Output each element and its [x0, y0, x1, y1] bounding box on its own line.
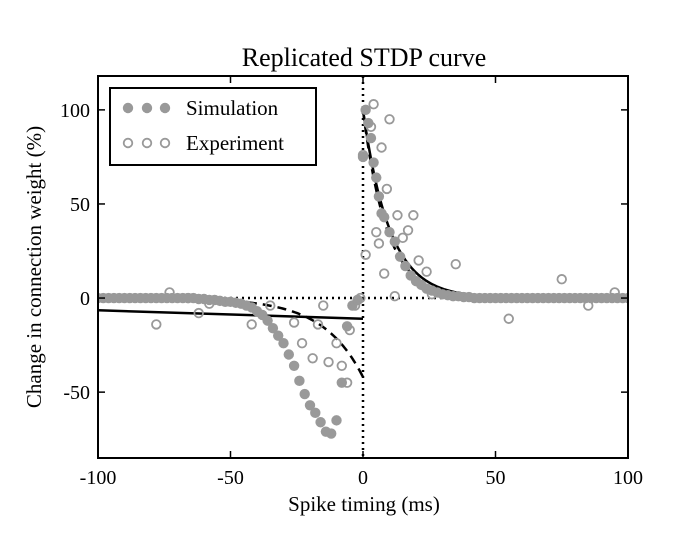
- simulation-point: [379, 211, 390, 223]
- simulation-point: [304, 400, 316, 411]
- x-axis-ticks: -100 -50 0 50 100: [80, 76, 643, 489]
- experiment-point: [265, 300, 276, 311]
- legend-experiment-dot: [159, 137, 171, 149]
- simulation-point: [360, 104, 371, 116]
- legend-marker-experiment: [122, 137, 171, 149]
- y-tick-label: -50: [63, 382, 90, 404]
- y-tick-label: 0: [80, 288, 90, 310]
- experiment-point: [193, 307, 204, 319]
- simulation-point: [273, 330, 284, 341]
- experiment-point: [312, 319, 324, 330]
- x-tick-label: 50: [486, 467, 506, 489]
- experiment-point: [318, 300, 329, 311]
- experiment-point: [402, 225, 414, 236]
- experiment-point: [365, 121, 377, 133]
- experiment-point: [182, 292, 194, 304]
- simulation-point: [400, 260, 411, 272]
- simulation-point: [368, 157, 379, 168]
- simulation-point: [310, 407, 321, 419]
- experiment-point: [307, 353, 318, 364]
- experiment-point: [323, 356, 334, 368]
- legend-simulation-dot: [159, 102, 171, 114]
- x-tick-label: 100: [613, 467, 643, 489]
- experiment-point: [344, 324, 355, 336]
- experiment-point: [389, 290, 401, 302]
- experiment-point: [413, 255, 424, 266]
- legend-marker-simulation: [122, 102, 171, 114]
- simulation-point: [262, 315, 273, 326]
- experiment-point: [296, 338, 308, 349]
- legend-experiment-dot: [141, 137, 153, 149]
- legend-simulation-dot: [122, 102, 134, 114]
- experiment-point: [368, 99, 379, 110]
- experiment-point: [379, 268, 390, 279]
- x-axis-label: Spike timing (ms): [288, 492, 440, 516]
- simulation-point: [331, 415, 342, 426]
- experiment-point: [360, 249, 371, 260]
- experiment-point: [408, 210, 419, 221]
- series-experiment: [151, 99, 620, 388]
- fit-line-solid-negative: [98, 309, 364, 320]
- simulation-point: [315, 417, 326, 428]
- simulation-point: [299, 388, 310, 400]
- y-tick-label: 50: [70, 194, 90, 216]
- y-tick-label: 100: [60, 100, 90, 122]
- experiment-point: [246, 319, 257, 330]
- x-tick-label: 0: [358, 467, 368, 489]
- simulation-point: [389, 236, 400, 247]
- experiment-point: [164, 287, 175, 298]
- reference-lines: [98, 76, 628, 458]
- experiment-point: [392, 210, 403, 221]
- legend-label-experiment: Experiment: [186, 131, 284, 155]
- legend-simulation-dot: [141, 102, 153, 114]
- experiment-point: [381, 183, 393, 195]
- legend-experiment-dot: [122, 137, 134, 149]
- simulation-point: [326, 428, 337, 439]
- experiment-point: [204, 298, 215, 309]
- experiment-point: [371, 226, 382, 238]
- simulation-point: [384, 226, 395, 238]
- experiment-point: [421, 266, 432, 277]
- simulation-point: [288, 360, 300, 371]
- simulation-point: [267, 322, 279, 334]
- chart-title: Replicated STDP curve: [242, 43, 487, 72]
- legend: Simulation Experiment: [109, 87, 317, 166]
- experiment-point: [352, 294, 363, 306]
- simulation-point: [283, 349, 294, 360]
- experiment-point: [426, 289, 438, 300]
- x-tick-label: -100: [80, 467, 117, 489]
- simulation-point: [278, 338, 289, 349]
- experiment-point: [151, 319, 162, 330]
- simulation-point: [294, 375, 305, 387]
- y-axis-label: Change in connection weight (%): [22, 126, 46, 408]
- simulation-point: [371, 172, 382, 183]
- experiment-point: [373, 238, 385, 249]
- experiment-point: [288, 317, 300, 328]
- experiment-point: [376, 142, 387, 153]
- experiment-point: [355, 292, 366, 304]
- legend-label-simulation: Simulation: [186, 96, 279, 120]
- experiment-point: [450, 258, 461, 270]
- legend-box: [109, 87, 317, 166]
- experiment-point: [583, 300, 594, 311]
- experiment-point: [609, 287, 620, 298]
- experiment-point: [341, 377, 353, 388]
- experiment-point: [397, 232, 408, 244]
- simulation-point: [365, 132, 377, 144]
- series-simulation: [98, 104, 628, 439]
- experiment-point: [384, 114, 395, 125]
- experiment-point: [336, 360, 348, 371]
- simulation-point: [394, 251, 406, 262]
- experiment-point: [556, 274, 567, 285]
- experiment-point: [503, 313, 514, 324]
- x-tick-label: -50: [217, 467, 244, 489]
- y-axis-ticks: -50 0 50 100: [60, 100, 628, 404]
- experiment-point: [331, 338, 342, 349]
- experiment-point: [349, 300, 361, 311]
- simulation-point: [373, 191, 385, 202]
- experiment-point: [357, 149, 369, 161]
